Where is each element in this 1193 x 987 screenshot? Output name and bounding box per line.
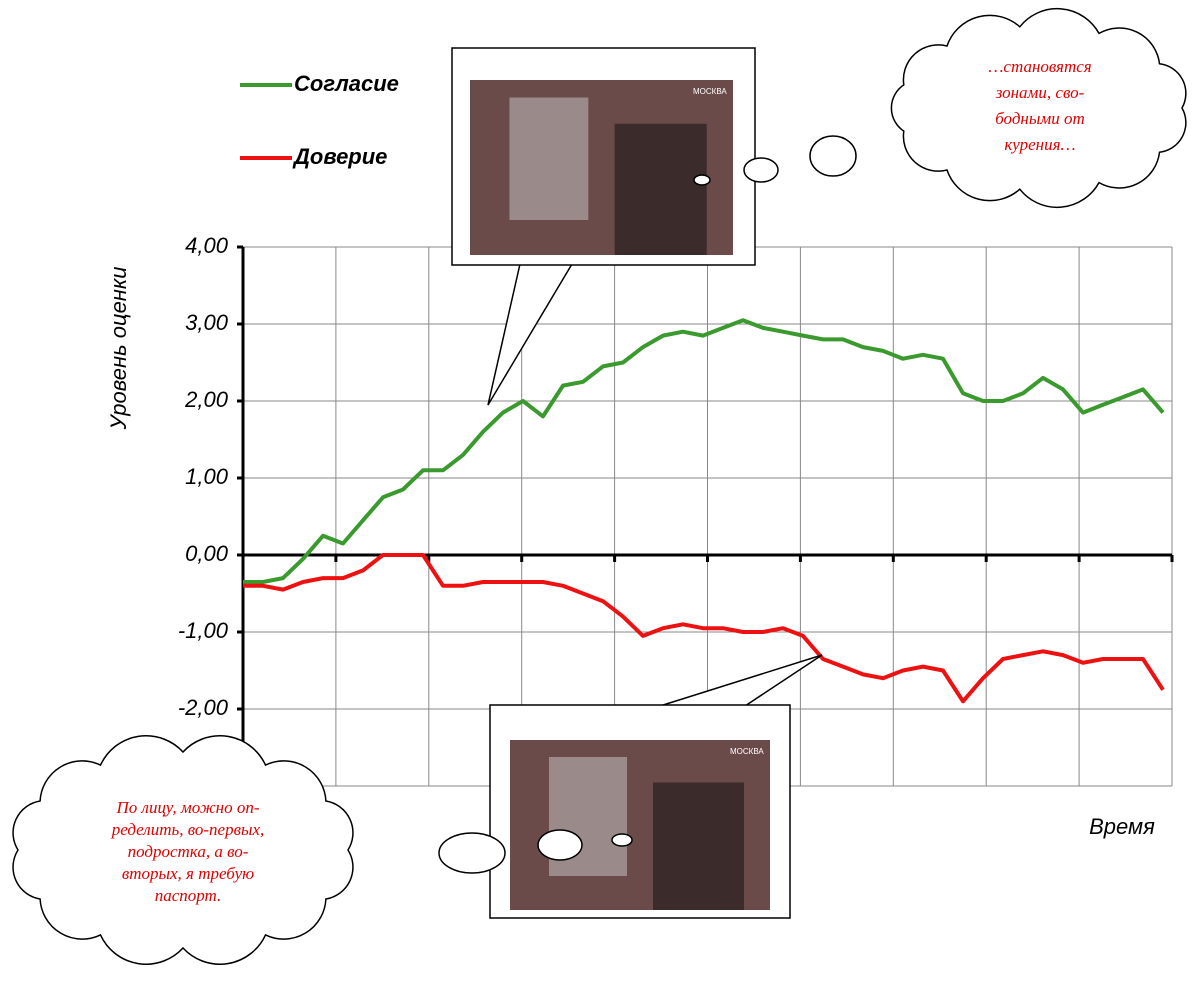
annotation: …становятся [988,57,1091,76]
photo-caption: МОСКВА [693,87,727,96]
thought-cloud [890,7,1187,209]
x-axis-label: Время [1089,814,1155,839]
annotation: вторых, я требую [122,864,254,883]
y-tick-label: -1,00 [178,618,229,643]
legend-label: Доверие [292,144,387,169]
series-line [243,553,1165,704]
annotation: подростка, а во- [128,842,249,861]
thought-bubble [693,174,711,186]
thought-bubble [438,832,506,874]
y-tick-label: -2,00 [178,695,229,720]
photo-detail [509,97,589,220]
thought-cloud [12,735,354,965]
y-tick-label: 1,00 [185,464,229,489]
annotation: курения… [1004,135,1075,154]
y-tick-label: 0,00 [185,541,229,566]
thought-bubble [537,829,583,861]
thought-bubble [611,833,633,847]
annotation: паспорт. [155,886,222,905]
y-tick-label: 3,00 [185,310,229,335]
series-line [243,318,1165,584]
y-axis-label: Уровень оценки [106,266,131,430]
annotation: ределить, во-первых, [111,820,265,839]
legend-label: Согласие [294,71,399,96]
annotation: зонами, сво- [995,83,1085,102]
annotation: бодными от [995,109,1085,128]
annotation: По лицу, можно оп- [116,798,260,817]
thought-bubble [809,135,857,177]
photo-caption: МОСКВА [730,747,764,756]
thought-bubble [743,157,779,183]
photo-detail [653,782,744,910]
callout-tail [659,654,823,707]
callout-tail [487,263,574,406]
y-tick-label: 2,00 [184,387,229,412]
photo-detail [614,123,707,255]
y-tick-label: 4,00 [185,233,229,258]
